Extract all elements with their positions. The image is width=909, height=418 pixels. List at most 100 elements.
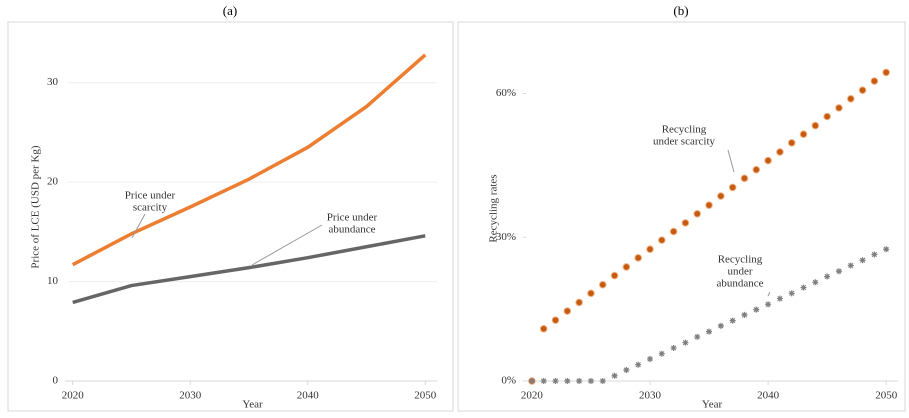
- y-tick-label: 20: [47, 176, 59, 188]
- y-axis-title: Recycling rates: [488, 174, 500, 242]
- data-point: [787, 139, 796, 147]
- data-point: [764, 156, 772, 165]
- data-point: [799, 130, 808, 139]
- data-point: [776, 295, 783, 302]
- data-point: [883, 246, 890, 253]
- annotation: abundance: [716, 278, 763, 290]
- data-point: [847, 262, 854, 269]
- data-point: [776, 148, 784, 156]
- data-point: [846, 94, 855, 103]
- x-tick-label: 2030: [179, 390, 202, 402]
- data-point: [824, 273, 831, 280]
- annotation: abundance: [328, 224, 375, 236]
- data-point: [859, 257, 866, 264]
- data-point: [646, 245, 654, 254]
- data-point: [634, 254, 642, 262]
- data-point: [752, 165, 761, 174]
- data-point: [670, 344, 677, 351]
- annotation-leader: [727, 149, 735, 173]
- y-tick-label: 0: [53, 375, 59, 387]
- y-tick-label: 30: [47, 76, 59, 88]
- data-point: [539, 324, 548, 333]
- data-point: [540, 378, 547, 384]
- panel-frame: [457, 21, 906, 412]
- data-point: [753, 306, 760, 313]
- data-point: [729, 317, 736, 324]
- data-point: [575, 298, 583, 307]
- data-point: [717, 192, 725, 200]
- data-point: [635, 361, 642, 368]
- annotation: under scarcity: [653, 136, 715, 148]
- data-line: [71, 53, 427, 267]
- y-tick-label: 0%: [501, 375, 516, 387]
- x-tick-label: 2050: [414, 390, 437, 402]
- annotation: under: [727, 266, 752, 278]
- data-point: [647, 355, 653, 362]
- annotation: Price under: [327, 212, 378, 224]
- data-point: [811, 121, 820, 130]
- data-point: [835, 268, 842, 275]
- data-point: [858, 86, 867, 94]
- data-line: [72, 234, 426, 305]
- y-axis-title: Price of LCE (USD per Kg): [30, 145, 42, 268]
- data-point: [610, 271, 619, 280]
- y-tick-label: 30%: [496, 231, 516, 243]
- data-point: [552, 378, 559, 384]
- annotation: Recycling: [718, 254, 763, 266]
- x-tick-label: 2040: [297, 390, 320, 402]
- panel-title: (a): [223, 3, 237, 18]
- data-point: [765, 301, 772, 308]
- annotation: Price under: [125, 190, 176, 202]
- panel-frame: [7, 21, 454, 412]
- data-point: [693, 209, 702, 218]
- x-tick-label: 2040: [757, 390, 780, 402]
- x-axis-title: Year: [242, 399, 263, 411]
- data-point: [563, 307, 572, 315]
- data-point: [823, 112, 831, 121]
- data-point: [598, 280, 607, 289]
- data-point: [882, 68, 890, 77]
- data-point: [658, 236, 666, 244]
- data-point: [622, 263, 631, 271]
- data-point: [623, 366, 630, 373]
- data-point: [611, 372, 618, 379]
- annotation-leader: [131, 213, 146, 239]
- data-point: [682, 339, 689, 346]
- data-point: [871, 251, 878, 258]
- annotation-leader: [251, 224, 323, 266]
- x-axis-title: Year: [702, 399, 723, 411]
- data-point: [835, 104, 843, 112]
- panel-title: (b): [673, 3, 688, 18]
- data-point: [576, 378, 583, 384]
- data-point: [587, 378, 594, 384]
- x-tick-label: 2050: [875, 390, 898, 402]
- x-tick-label: 2020: [62, 390, 85, 402]
- annotation: Recycling: [662, 124, 707, 136]
- data-point: [870, 77, 879, 85]
- data-point: [788, 290, 795, 297]
- data-point: [528, 378, 535, 384]
- x-tick-label: 2030: [639, 390, 662, 402]
- data-point: [599, 378, 606, 384]
- data-point: [800, 284, 807, 291]
- data-point: [658, 350, 665, 357]
- data-point: [669, 227, 678, 236]
- annotation: scarcity: [133, 202, 168, 214]
- annotation-leader: [767, 291, 771, 297]
- data-point: [694, 333, 701, 340]
- data-point: [728, 183, 737, 192]
- data-point: [551, 316, 560, 324]
- y-tick-label: 10: [47, 275, 59, 287]
- data-point: [741, 311, 748, 318]
- data-point: [740, 174, 749, 183]
- y-tick-label: 60%: [496, 87, 516, 99]
- data-point: [587, 289, 595, 298]
- data-point: [812, 279, 819, 286]
- data-point: [705, 201, 713, 209]
- x-tick-label: 2020: [521, 390, 544, 402]
- data-point: [681, 219, 690, 227]
- data-point: [564, 378, 571, 384]
- data-point: [717, 322, 724, 329]
- data-point: [706, 328, 713, 335]
